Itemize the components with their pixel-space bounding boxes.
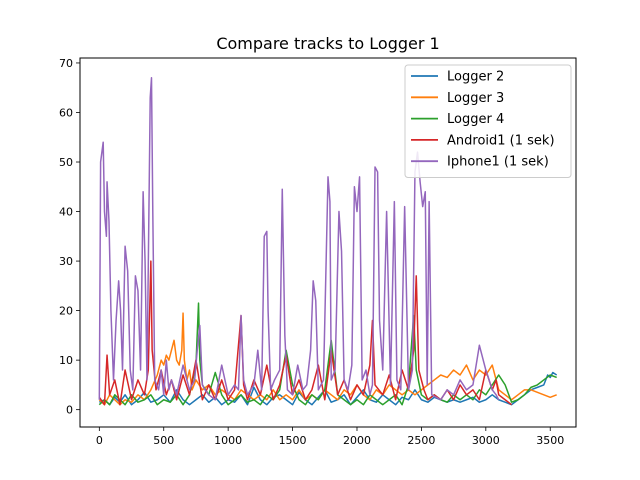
y-tick-label: 50: [59, 156, 73, 169]
series-line-5: [98, 77, 500, 401]
legend-box: [404, 64, 572, 178]
y-tick-label: 0: [66, 404, 73, 417]
plot-frame: [79, 57, 577, 428]
y-tick-label: 10: [59, 354, 73, 367]
legend-label: Logger 3: [447, 91, 504, 106]
series-line-2: [98, 312, 557, 406]
legend-label: Iphone1 (1 sek): [447, 155, 549, 170]
legend-label: Android1 (1 sek): [447, 133, 555, 148]
series-line-1: [98, 371, 558, 406]
y-tick-label: 40: [59, 206, 73, 219]
legend-label: Logger 2: [447, 70, 504, 85]
series-layer: [98, 77, 558, 406]
x-tick-label: 500: [153, 434, 174, 447]
y-tick-label: 60: [59, 106, 73, 119]
x-tick-label: 2000: [343, 434, 371, 447]
legend-label: Logger 4: [447, 112, 504, 127]
y-tick-label: 30: [59, 255, 73, 268]
x-tick-label: 2500: [407, 434, 435, 447]
y-tick-label: 70: [59, 57, 73, 70]
y-tick-label: 20: [59, 305, 73, 318]
x-axis: 0 500 1000 1500 2000 2500 3000 3500: [96, 427, 564, 447]
chart-title: Compare tracks to Logger 1: [216, 34, 439, 53]
x-tick-label: 1000: [214, 434, 242, 447]
y-axis: 0 10 20 30 40 50 60 70: [59, 57, 80, 417]
x-tick-label: 0: [96, 434, 103, 447]
x-tick-label: 1500: [279, 434, 307, 447]
x-tick-label: 3500: [536, 434, 564, 447]
legend: Logger 2 Logger 3 Logger 4 Android1 (1 sek)…: [404, 64, 572, 178]
x-tick-label: 3000: [472, 434, 500, 447]
